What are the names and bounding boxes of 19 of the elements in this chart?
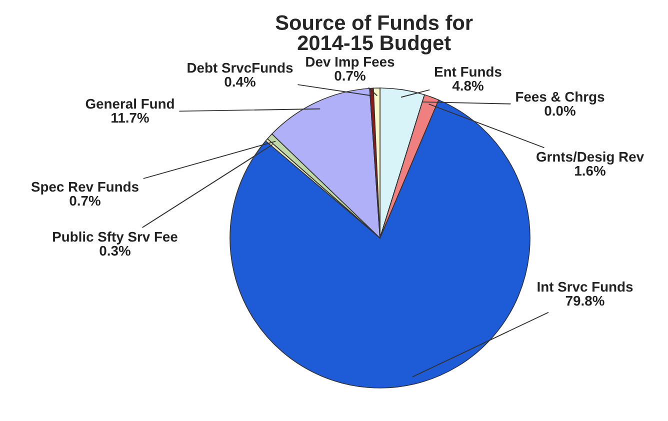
slice-label: Ent Funds xyxy=(434,66,502,77)
slice-label: Public Sfty Srv Fee xyxy=(53,232,178,244)
data-label: 0.3% xyxy=(100,246,130,256)
data-label: 0.7% xyxy=(70,196,100,206)
slice-label: Dev Imp Fees xyxy=(306,57,394,70)
slice-label: Int Srvc Funds xyxy=(538,282,633,292)
slice-label: General Fund xyxy=(86,98,174,109)
data-label: 11.7% xyxy=(112,112,149,123)
category-label: Fees & Chrgs xyxy=(516,92,604,105)
text: 0.0% xyxy=(544,106,576,116)
data-label: 4.8% xyxy=(452,80,484,91)
slice-label: Debt SrvcFunds xyxy=(188,62,293,73)
slice-label: Spec Rev Funds xyxy=(31,182,138,194)
chart-title: Source of Funds for 2014-15 Budget xyxy=(276,14,473,54)
data-label: 0.7% xyxy=(334,70,366,81)
data-label: 79.8% xyxy=(566,296,604,306)
data-label: 0.4% xyxy=(224,76,256,87)
slice-label: Grnts/Desig Rev xyxy=(536,152,644,165)
data-label: 1.6% xyxy=(575,166,606,176)
